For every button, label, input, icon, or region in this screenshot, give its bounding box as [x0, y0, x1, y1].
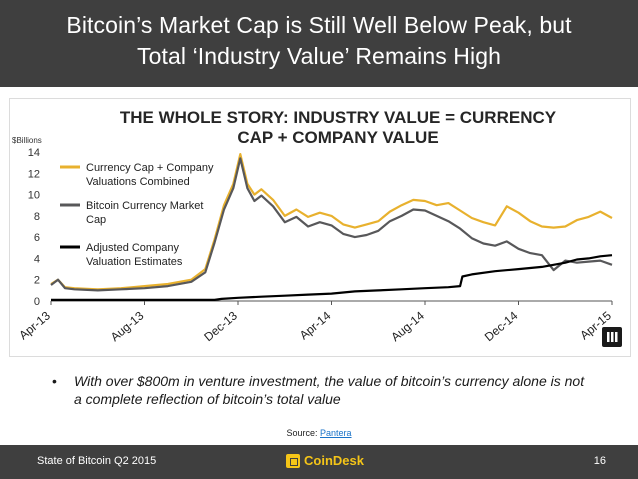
y-tick-label: 14 — [28, 147, 40, 159]
series-line-3 — [51, 254, 613, 301]
legend-label-2-cont: Cap — [86, 214, 106, 226]
page-number: 16 — [593, 455, 606, 467]
source-link[interactable]: Pantera — [320, 428, 352, 438]
x-tick-label: Aug-13 — [108, 308, 147, 344]
chart-frame: THE WHOLE STORY: INDUSTRY VALUE = CURREN… — [9, 98, 631, 357]
legend-label-1: Currency Cap + Company — [86, 162, 214, 174]
slide-title-line2: Total ‘Industry Value’ Remains High — [137, 43, 501, 69]
coindesk-logo-icon — [286, 454, 300, 468]
source-label: Source: — [286, 428, 318, 438]
y-tick-label: 12 — [28, 168, 40, 180]
x-tick-label: Aug-14 — [388, 308, 427, 344]
legend-label-2: Bitcoin Currency Market — [86, 200, 203, 212]
slide-title-bar: Bitcoin’s Market Cap is Still Well Below… — [0, 0, 638, 87]
pantera-logo-icon — [602, 327, 622, 347]
slide-footer: State of Bitcoin Q2 2015 CoinDesk 16 — [0, 445, 638, 479]
y-tick-label: 10 — [28, 190, 40, 202]
legend-label-1-cont: Valuations Combined — [86, 176, 190, 188]
source-line: Source: Pantera — [0, 428, 638, 438]
bullet-text: With over $800m in venture investment, t… — [74, 373, 585, 407]
slide-title-line1: Bitcoin’s Market Cap is Still Well Below… — [66, 12, 572, 38]
bullet-point: • With over $800m in venture investment,… — [52, 372, 592, 408]
y-tick-label: 6 — [34, 232, 40, 244]
y-tick-label: 2 — [34, 275, 40, 287]
x-tick-label: Dec-13 — [201, 308, 240, 344]
series-line-2 — [50, 157, 613, 292]
chart-title-line2: CAP + COMPANY VALUE — [237, 128, 438, 147]
x-tick-label: Dec-14 — [482, 308, 521, 344]
series-line-1 — [50, 153, 613, 291]
coindesk-logo-text: CoinDesk — [304, 453, 364, 468]
legend-label-3-cont: Valuation Estimates — [86, 256, 183, 268]
chart-title-line1: THE WHOLE STORY: INDUSTRY VALUE = CURREN… — [120, 108, 557, 127]
industry-value-chart: THE WHOLE STORY: INDUSTRY VALUE = CURREN… — [12, 108, 622, 347]
y-tick-label: 0 — [34, 296, 40, 308]
y-axis-label: $Billions — [12, 136, 42, 145]
x-tick-label: Apr-13 — [16, 308, 53, 342]
x-tick-label: Apr-14 — [297, 308, 334, 342]
y-tick-label: 8 — [34, 211, 40, 223]
y-tick-label: 4 — [34, 253, 40, 265]
bullet-dot-icon: • — [52, 373, 57, 389]
footer-deck-title: State of Bitcoin Q2 2015 — [37, 455, 157, 467]
legend-label-3: Adjusted Company — [86, 242, 179, 254]
